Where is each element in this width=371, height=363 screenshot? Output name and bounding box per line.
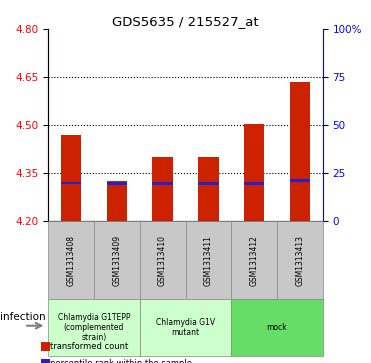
Bar bbox=[152, 157, 173, 221]
Bar bbox=[231, 221, 277, 299]
Text: transformed count: transformed count bbox=[50, 342, 128, 351]
Bar bbox=[140, 299, 231, 356]
Text: GSM1313409: GSM1313409 bbox=[112, 235, 121, 286]
Text: percentile rank within the sample: percentile rank within the sample bbox=[50, 359, 192, 363]
Bar bbox=[244, 183, 265, 185]
Bar bbox=[290, 82, 310, 221]
Text: mock: mock bbox=[267, 323, 287, 332]
Bar bbox=[290, 179, 310, 182]
Bar bbox=[152, 183, 173, 185]
Bar bbox=[106, 183, 127, 185]
Bar bbox=[61, 182, 81, 184]
Text: GSM1313413: GSM1313413 bbox=[295, 235, 304, 286]
Text: GSM1313412: GSM1313412 bbox=[250, 235, 259, 286]
Bar bbox=[140, 221, 186, 299]
Bar bbox=[244, 124, 265, 221]
Text: GSM1313411: GSM1313411 bbox=[204, 235, 213, 286]
Bar bbox=[61, 135, 81, 221]
Text: infection: infection bbox=[0, 312, 46, 322]
Bar bbox=[277, 221, 323, 299]
Bar bbox=[198, 157, 219, 221]
Text: GSM1313408: GSM1313408 bbox=[67, 235, 76, 286]
Bar bbox=[48, 299, 140, 356]
Text: Chlamydia G1TEPP
(complemented
strain): Chlamydia G1TEPP (complemented strain) bbox=[58, 313, 130, 342]
Bar bbox=[231, 299, 323, 356]
Bar bbox=[198, 183, 219, 185]
Bar bbox=[48, 221, 94, 299]
Title: GDS5635 / 215527_at: GDS5635 / 215527_at bbox=[112, 15, 259, 28]
Bar bbox=[94, 221, 140, 299]
Text: Chlamydia G1V
mutant: Chlamydia G1V mutant bbox=[156, 318, 215, 337]
Text: GSM1313410: GSM1313410 bbox=[158, 235, 167, 286]
Bar bbox=[186, 221, 231, 299]
Bar bbox=[106, 182, 127, 221]
